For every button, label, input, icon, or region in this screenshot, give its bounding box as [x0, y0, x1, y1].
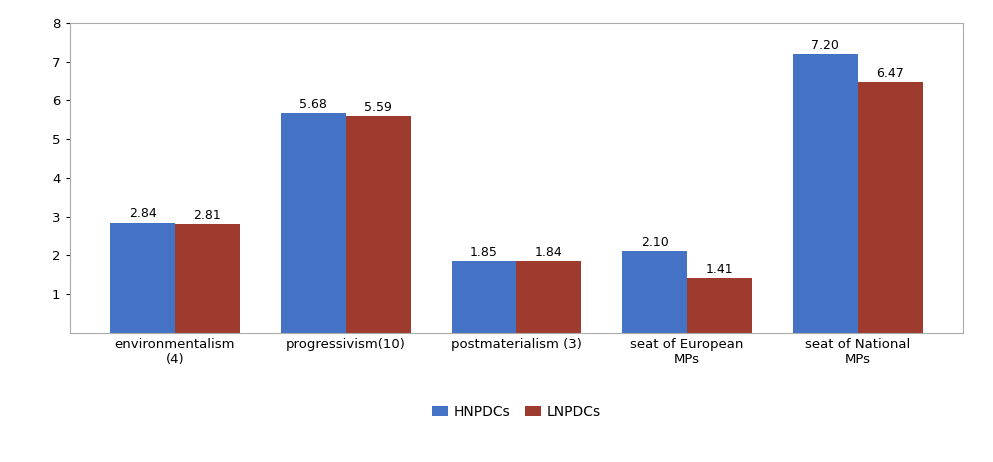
- Text: 2.81: 2.81: [194, 208, 221, 222]
- Bar: [452, 261, 516, 333]
- Bar: [110, 223, 175, 333]
- Bar: [792, 54, 858, 333]
- Bar: [623, 251, 687, 333]
- Text: 2.10: 2.10: [640, 236, 668, 249]
- Bar: [858, 82, 922, 333]
- Text: 7.20: 7.20: [811, 39, 839, 52]
- Text: 6.47: 6.47: [876, 67, 904, 80]
- Bar: [281, 113, 346, 333]
- Text: 1.84: 1.84: [535, 246, 563, 259]
- Text: 5.68: 5.68: [299, 97, 327, 110]
- Bar: [687, 278, 752, 333]
- Text: 1.85: 1.85: [470, 246, 497, 259]
- Text: 1.41: 1.41: [706, 263, 733, 276]
- Text: 5.59: 5.59: [364, 101, 392, 114]
- Text: 2.84: 2.84: [129, 207, 157, 220]
- Legend: HNPDCs, LNPDCs: HNPDCs, LNPDCs: [426, 400, 607, 425]
- Bar: [346, 116, 410, 333]
- Bar: [516, 261, 581, 333]
- Bar: [175, 224, 240, 333]
